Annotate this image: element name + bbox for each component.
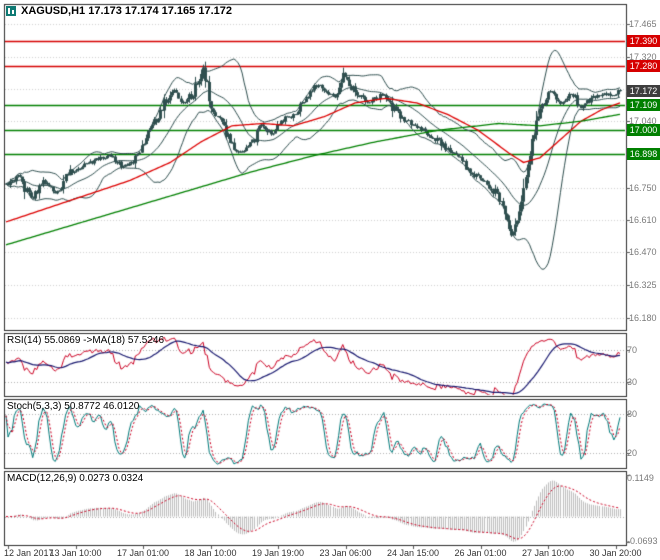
time-axis-label: 19 Jan 19:00 (251, 548, 305, 558)
price-level-badge-resistance: 17.280 (627, 60, 660, 73)
stoch-axis-tick: 20 (627, 447, 638, 458)
chart-symbol-icon (6, 6, 16, 16)
rsi-axis-tick: 30 (627, 376, 638, 387)
price-level-badge-support: 17.000 (627, 124, 660, 137)
time-axis-label: 13 Jan 10:00 (49, 548, 102, 558)
stoch-axis-tick: 80 (627, 409, 638, 420)
price-axis-tick: 17.465 (629, 18, 657, 29)
price-axis-tick: 17.040 (629, 116, 657, 127)
price-axis-tick: 16.610 (629, 214, 657, 225)
price-level-badge-resistance: 17.390 (627, 35, 660, 48)
price-level-badge-support: 17.109 (627, 99, 660, 112)
symbol-ohlc-title: XAGUSD,H1 17.173 17.174 17.165 17.172 (21, 5, 232, 17)
rsi-indicator-label: RSI(14) 55.0869 ->MA(18) 57.5246 (7, 335, 165, 346)
price-axis-tick: 16.750 (629, 182, 657, 193)
time-axis-label: 27 Jan 10:00 (521, 548, 575, 558)
time-axis-label: 24 Jan 15:00 (386, 548, 440, 558)
price-axis-tick: 16.470 (629, 246, 657, 257)
macd-axis-tick: 0.1149 (627, 473, 654, 483)
time-axis-label: 17 Jan 01:00 (116, 548, 170, 558)
time-axis-label: 26 Jan 01:00 (454, 548, 507, 558)
time-axis-label: 30 Jan 20:00 (589, 548, 642, 558)
time-axis-label: 23 Jan 06:00 (319, 548, 372, 558)
price-level-badge-current: 17.172 (627, 84, 660, 97)
chart-title: XAGUSD,H1 17.173 17.174 17.165 17.172 (6, 5, 232, 17)
price-axis-tick: 16.180 (629, 313, 657, 324)
time-axis-label: 12 Jan 2017 (4, 548, 54, 558)
stoch-indicator-label: Stoch(5,3,3) 50.8772 46.0120 (7, 401, 140, 412)
price-level-badge-support: 16.898 (627, 147, 660, 160)
price-axis-tick: 16.325 (629, 279, 657, 290)
time-axis-label: 18 Jan 10:00 (184, 548, 237, 558)
macd-indicator-label: MACD(12,26,9) 0.0273 0.0324 (7, 473, 144, 484)
rsi-axis-tick: 70 (627, 345, 638, 356)
macd-axis-tick: -0.0693 (627, 536, 658, 546)
price-axis-tick: 17.320 (629, 52, 657, 63)
